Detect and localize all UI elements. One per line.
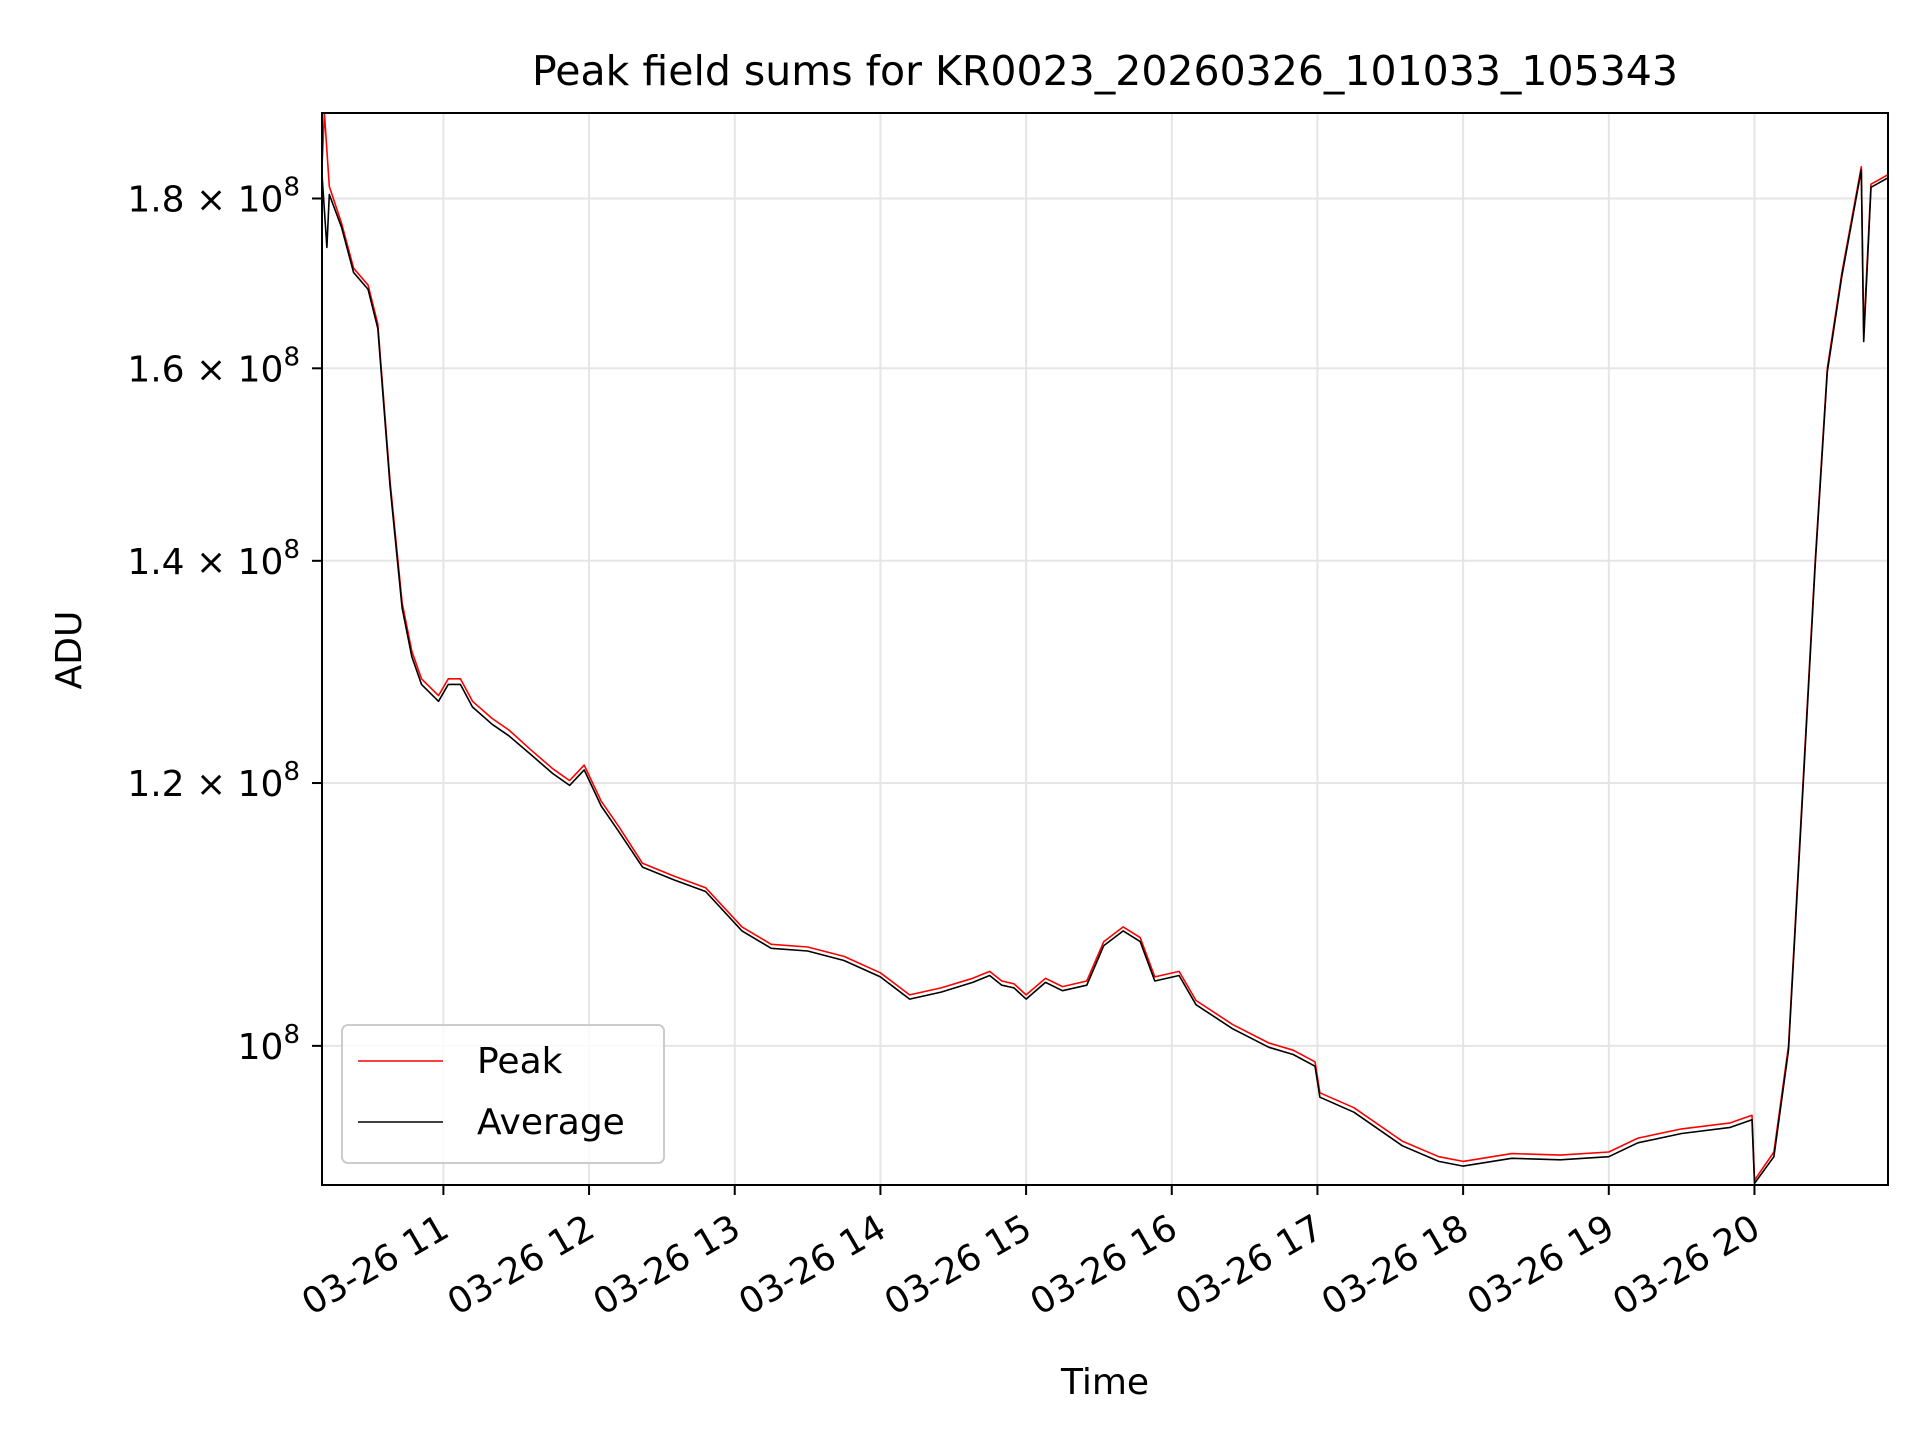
chart-title: Peak field sums for KR0023_20260326_1010… xyxy=(532,47,1678,95)
y-tick-label: 1.8 × 108 xyxy=(127,173,300,221)
series-line-average xyxy=(321,169,1889,1185)
series-lines xyxy=(321,112,1889,1185)
plot-frame xyxy=(321,112,1889,1186)
series-line-peak xyxy=(321,112,1889,1181)
y-axis-label: ADU xyxy=(49,611,90,690)
legend-label-peak: Peak xyxy=(477,1041,563,1082)
y-tick-label: 1.2 × 108 xyxy=(127,757,300,805)
y-tick-label: 1.4 × 108 xyxy=(127,535,300,583)
legend-label-average: Average xyxy=(477,1102,625,1143)
y-tick-label: 108 xyxy=(238,1020,300,1068)
y-tick-label: 1.6 × 108 xyxy=(127,342,300,390)
y-axis: 108 1.2 × 108 1.4 × 108 1.6 × 108 1.8 × 108 xyxy=(127,173,322,1068)
legend: Peak Average xyxy=(341,1024,665,1164)
x-axis-label: Time xyxy=(1060,1362,1149,1403)
legend-box xyxy=(341,1024,665,1164)
